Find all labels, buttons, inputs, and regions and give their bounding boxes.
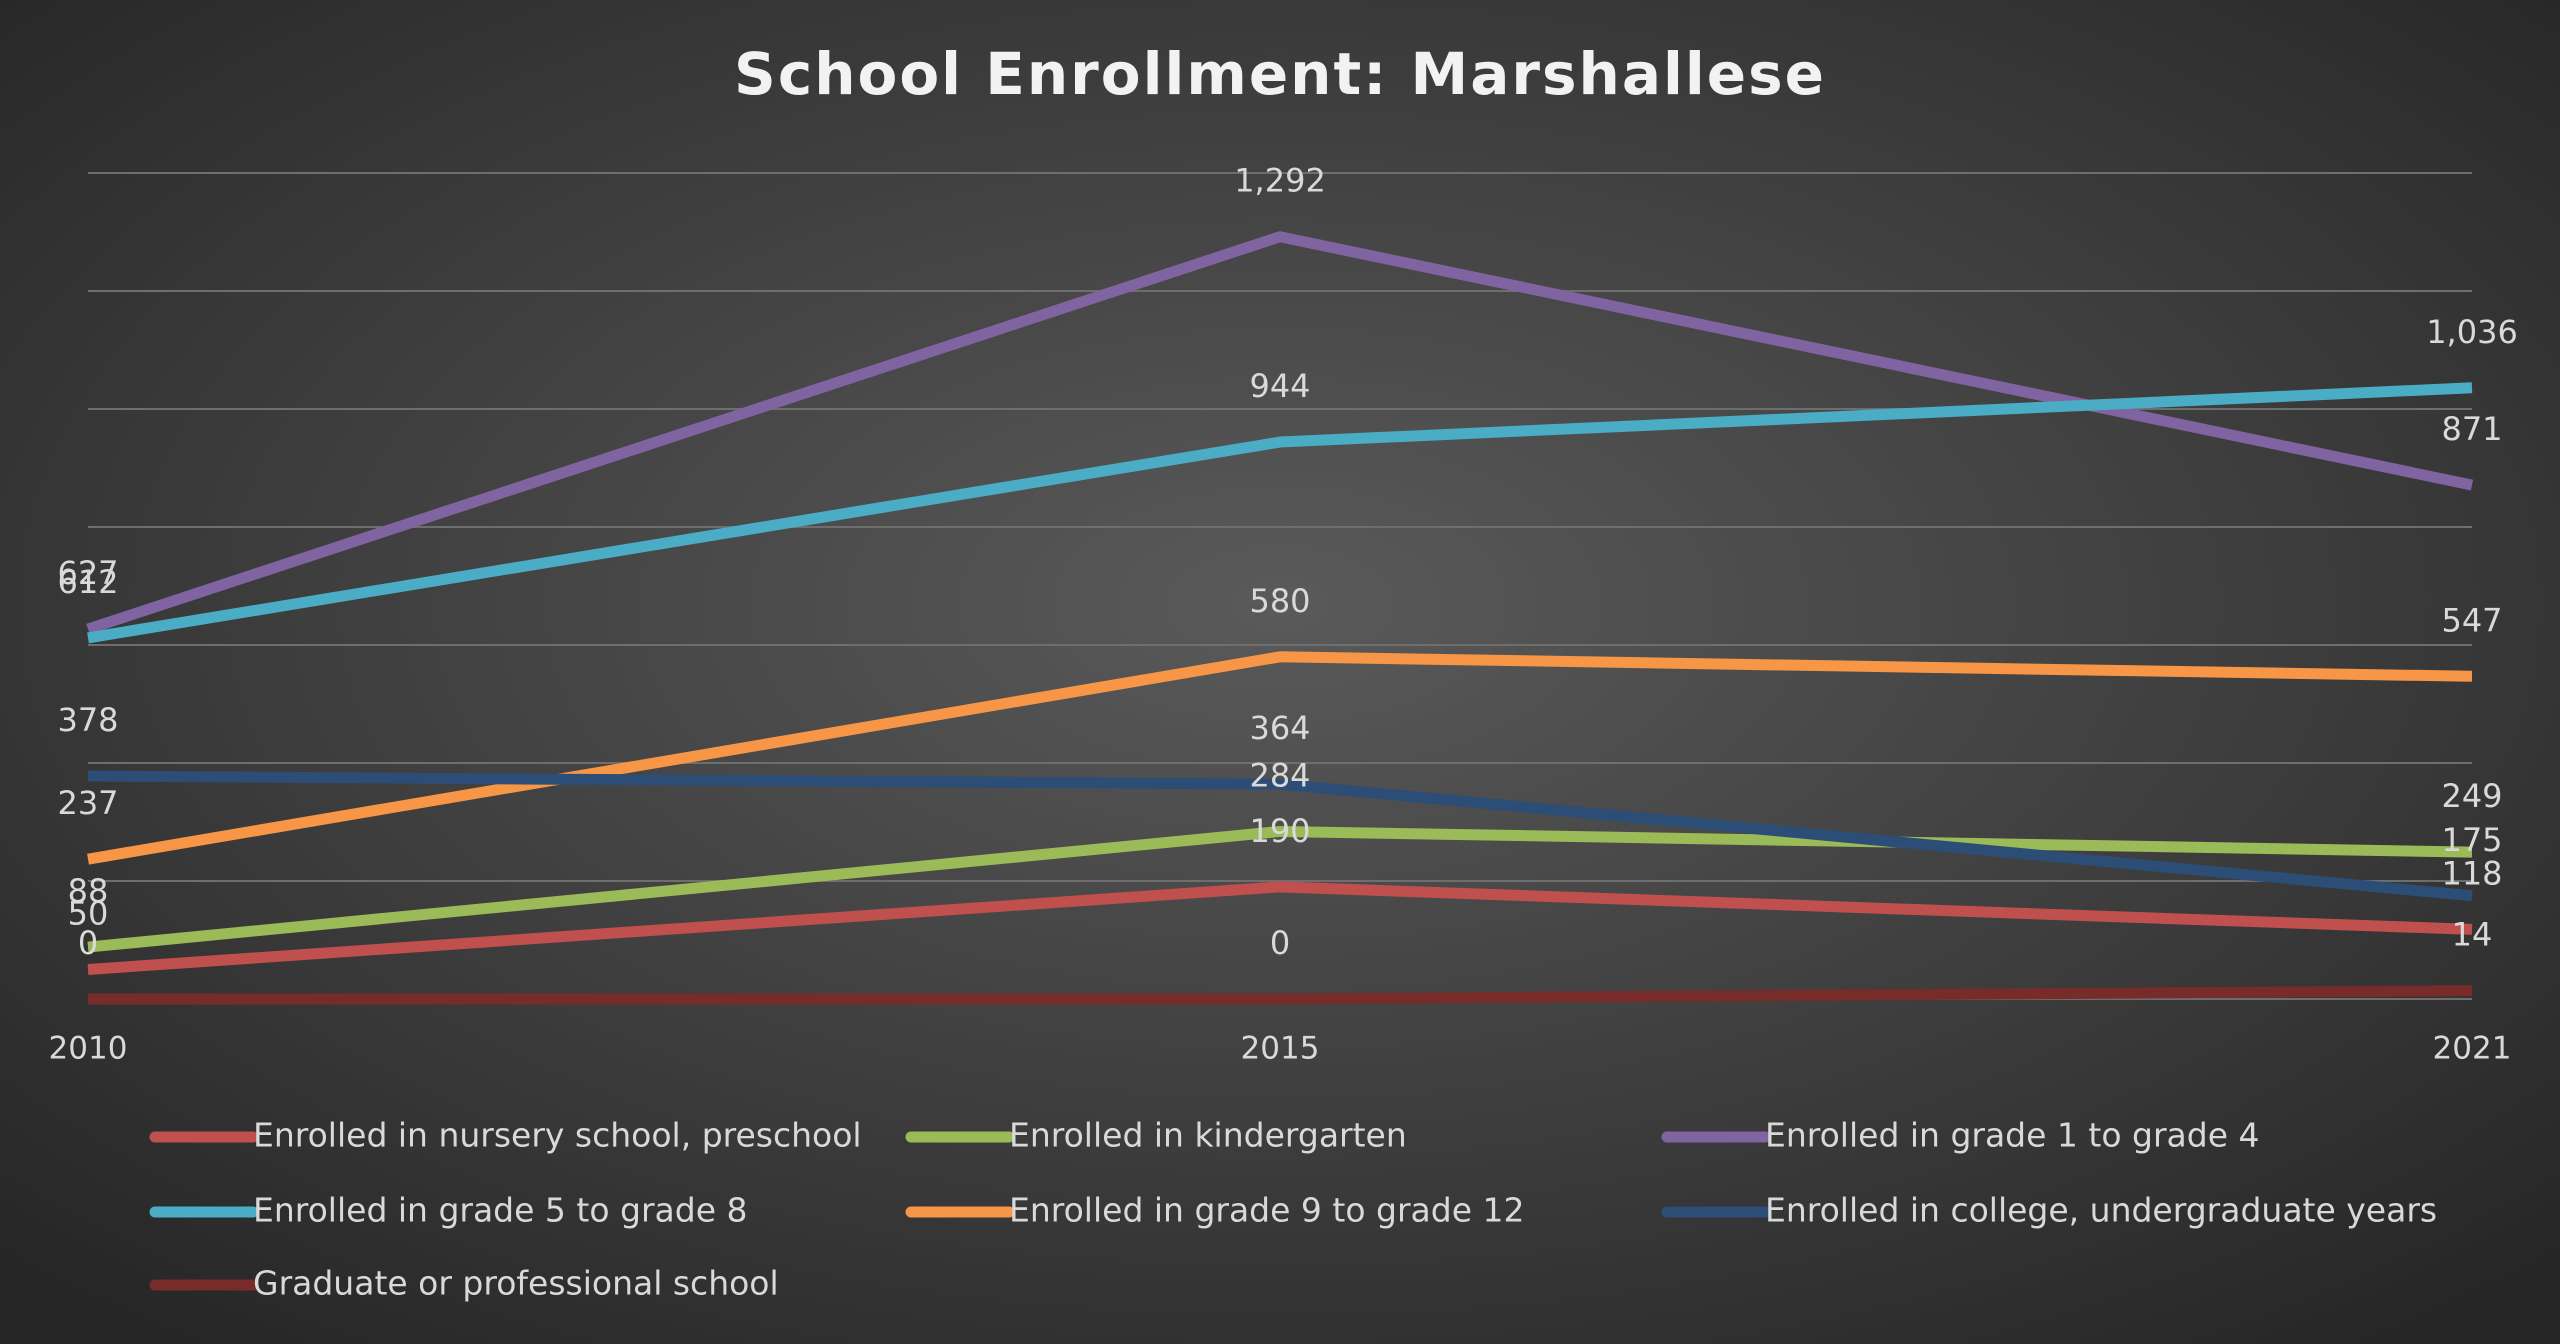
data-label: 237 xyxy=(57,784,118,822)
data-label: 378 xyxy=(57,701,118,739)
data-label: 88 xyxy=(68,872,109,910)
x-tick-label: 2021 xyxy=(2433,1031,2512,1067)
series-line xyxy=(87,881,2473,975)
data-label: 627 xyxy=(57,554,118,592)
series-line xyxy=(87,382,2473,644)
data-label: 612 xyxy=(57,563,118,601)
legend-label: Graduate or professional school xyxy=(253,1264,779,1303)
data-label: 14 xyxy=(2452,916,2493,954)
series-line xyxy=(87,825,2473,953)
legend-label: Enrolled in grade 1 to grade 4 xyxy=(1765,1116,2260,1155)
chart-title: School Enrollment: Marshallese xyxy=(734,40,1826,108)
legend-label: Enrolled in nursery school, preschool xyxy=(253,1116,862,1155)
legend-label: Enrolled in kindergarten xyxy=(1009,1116,1407,1155)
data-label: 0 xyxy=(1270,924,1290,962)
x-tick-label: 2015 xyxy=(1241,1031,1320,1067)
data-label: 118 xyxy=(2441,854,2502,892)
legend-label: Enrolled in grade 5 to grade 8 xyxy=(253,1191,748,1230)
legend-label: Enrolled in college, undergraduate years xyxy=(1765,1191,2437,1230)
data-label: 284 xyxy=(1249,756,1310,794)
series-line xyxy=(88,985,2473,1005)
data-label: 364 xyxy=(1249,709,1310,747)
data-label: 547 xyxy=(2441,601,2502,639)
data-label: 1,292 xyxy=(1234,162,1326,200)
data-label: 50 xyxy=(68,895,109,933)
data-label: 190 xyxy=(1249,812,1310,850)
data-label: 944 xyxy=(1249,367,1310,405)
data-label: 249 xyxy=(2441,777,2502,815)
data-label: 580 xyxy=(1249,582,1310,620)
series-line xyxy=(87,770,2473,902)
data-label: 871 xyxy=(2441,410,2502,448)
data-label: 175 xyxy=(2441,821,2502,859)
legend-label: Enrolled in grade 9 to grade 12 xyxy=(1009,1191,1525,1230)
data-label: 0 xyxy=(78,924,98,962)
series-line xyxy=(87,651,2473,865)
x-tick-label: 2010 xyxy=(49,1031,128,1067)
data-label: 1,036 xyxy=(2426,313,2518,351)
